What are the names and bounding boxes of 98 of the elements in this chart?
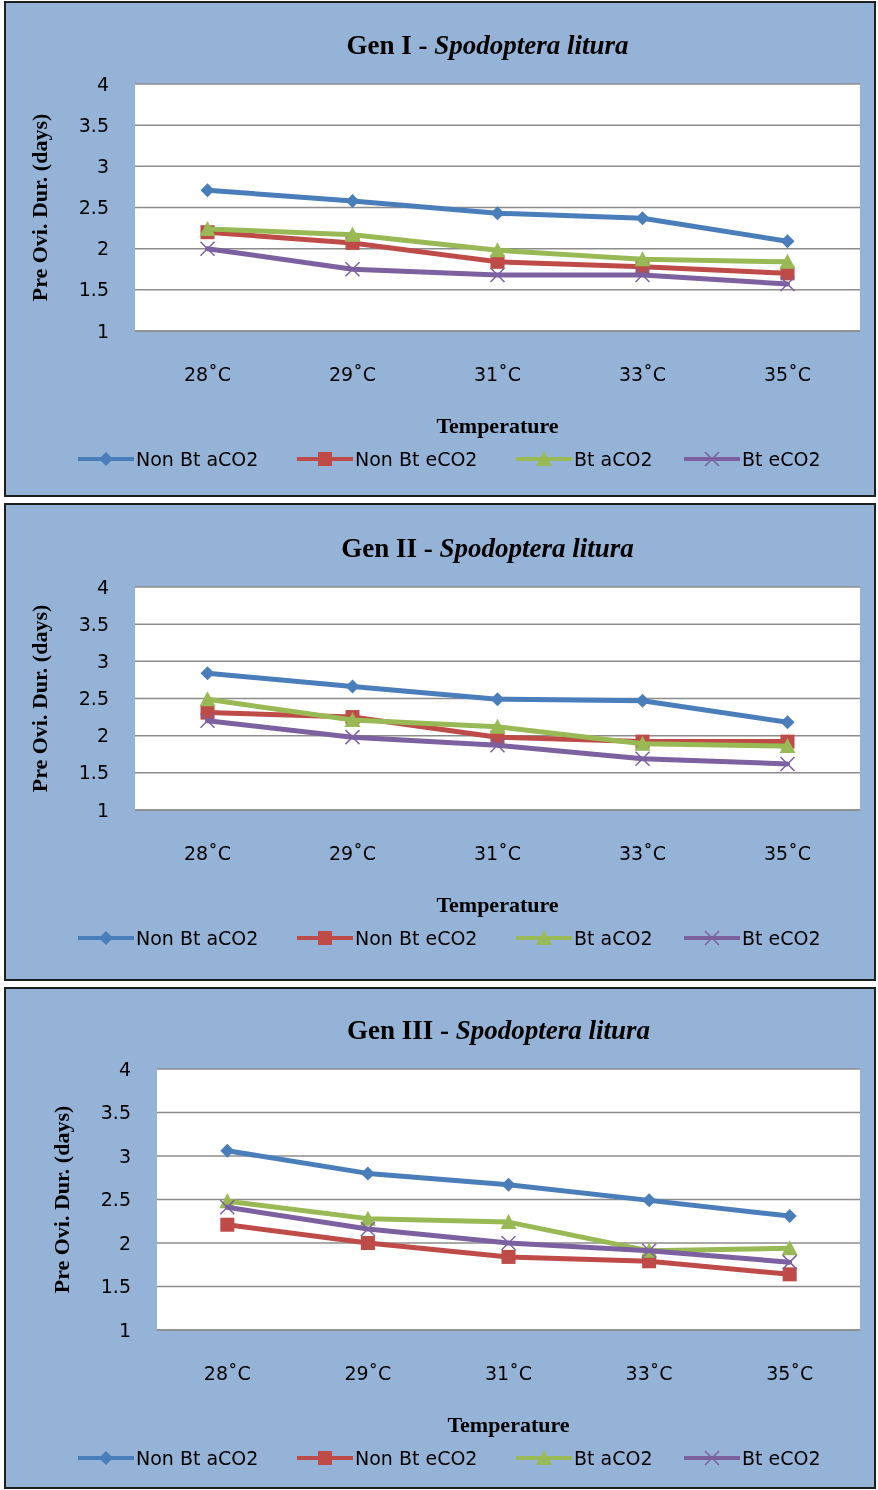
- legend-label: Bt eCO2: [742, 447, 821, 470]
- point: [501, 1177, 516, 1192]
- y-axis-title: Pre Ovi. Dur. (days): [49, 1105, 74, 1294]
- x-tick-label: 29˚C: [329, 842, 376, 864]
- x-tick-label: 33˚C: [625, 1362, 673, 1384]
- y-tick-label: 3: [96, 649, 109, 672]
- legend-label: Non Bt eCO2: [355, 447, 478, 470]
- point: [782, 1209, 797, 1224]
- point: [501, 1249, 516, 1264]
- point: [344, 261, 361, 277]
- y-tick-label: 2.5: [100, 1188, 131, 1211]
- legend-label: Non Bt aCO2: [136, 926, 259, 949]
- x-tick-label: 29˚C: [344, 1362, 392, 1384]
- x-tick-label: 33˚C: [619, 842, 666, 864]
- chart-title: Gen I - Spodoptera litura: [346, 30, 629, 60]
- legend-label: Non Bt aCO2: [136, 1446, 259, 1469]
- y-tick-label: 3.5: [78, 113, 109, 136]
- point: [782, 1267, 797, 1282]
- point: [199, 220, 216, 236]
- y-tick-label: 3: [118, 1144, 131, 1167]
- point: [489, 718, 506, 734]
- point: [779, 253, 796, 269]
- point: [220, 1217, 235, 1232]
- point: [780, 234, 795, 249]
- x-tick-label: 35˚C: [764, 363, 811, 385]
- point: [199, 713, 216, 729]
- y-axis-title: Pre Ovi. Dur. (days): [27, 604, 52, 793]
- legend-label: Non Bt aCO2: [136, 447, 259, 470]
- point: [779, 756, 796, 772]
- legend-label: Non Bt eCO2: [355, 926, 478, 949]
- legend-label: Bt eCO2: [742, 1446, 821, 1469]
- y-tick-label: 1: [118, 1318, 131, 1341]
- point: [642, 1193, 657, 1208]
- point: [360, 1166, 375, 1181]
- y-tick-label: 2: [118, 1231, 131, 1254]
- x-tick-label: 28˚C: [203, 1362, 251, 1384]
- point: [345, 193, 360, 208]
- y-tick-label: 3: [96, 154, 109, 177]
- y-tick-label: 4: [118, 1057, 131, 1080]
- x-tick-label: 28˚C: [184, 842, 231, 864]
- y-tick-label: 1.5: [78, 761, 109, 784]
- point: [489, 267, 506, 283]
- x-axis-title: Temperature: [436, 413, 559, 438]
- point: [781, 1254, 798, 1270]
- point: [634, 251, 651, 267]
- x-tick-label: 29˚C: [329, 363, 376, 385]
- point: [500, 1235, 517, 1251]
- legend-label: Bt aCO2: [574, 1446, 653, 1469]
- point: [489, 242, 506, 258]
- point: [200, 183, 215, 198]
- point: [634, 750, 651, 767]
- x-tick-label: 28˚C: [184, 363, 231, 385]
- x-tick-label: 33˚C: [619, 363, 666, 385]
- x-tick-label: 31˚C: [474, 842, 521, 864]
- legend-label: Bt aCO2: [574, 926, 653, 949]
- chart-title: Gen II - Spodoptera litura: [341, 533, 634, 563]
- point: [200, 666, 215, 681]
- y-tick-label: 1: [96, 319, 109, 342]
- point: [344, 729, 361, 745]
- point: [489, 737, 506, 754]
- x-tick-label: 31˚C: [485, 1362, 532, 1384]
- point: [634, 267, 651, 283]
- y-tick-label: 3.5: [78, 612, 109, 635]
- x-axis-title: Temperature: [436, 892, 559, 917]
- y-tick-label: 1.5: [100, 1275, 131, 1298]
- x-axis-title: Temperature: [447, 1412, 570, 1437]
- point: [500, 1214, 517, 1230]
- x-tick-label: 35˚C: [764, 842, 811, 864]
- y-tick-label: 3.5: [100, 1101, 131, 1124]
- y-tick-label: 4: [96, 72, 109, 95]
- y-tick-label: 2.5: [78, 196, 109, 219]
- x-tick-label: 35˚C: [766, 1362, 814, 1384]
- point: [219, 1199, 236, 1216]
- y-tick-label: 4: [96, 575, 109, 598]
- y-axis-title: Pre Ovi. Dur. (days): [27, 113, 52, 302]
- y-tick-label: 2: [96, 237, 109, 260]
- point: [345, 679, 360, 694]
- point: [360, 1236, 375, 1250]
- point: [490, 692, 505, 707]
- point: [781, 1240, 798, 1256]
- y-tick-label: 1.5: [78, 278, 109, 301]
- point: [220, 1143, 235, 1158]
- point: [344, 226, 361, 242]
- legend-label: Non Bt eCO2: [355, 1446, 478, 1469]
- y-tick-label: 2: [96, 724, 109, 747]
- point: [199, 240, 216, 257]
- point: [780, 715, 795, 730]
- point: [360, 1221, 376, 1237]
- legend-label: Bt eCO2: [742, 926, 821, 949]
- y-tick-label: 2.5: [78, 687, 109, 710]
- point: [779, 276, 796, 292]
- point: [199, 691, 216, 707]
- y-tick-label: 1: [96, 798, 109, 821]
- point: [635, 211, 650, 226]
- legend-label: Bt aCO2: [574, 447, 653, 470]
- chart-title: Gen III - Spodoptera litura: [346, 1015, 651, 1045]
- x-tick-label: 31˚C: [474, 363, 521, 385]
- point: [779, 738, 796, 754]
